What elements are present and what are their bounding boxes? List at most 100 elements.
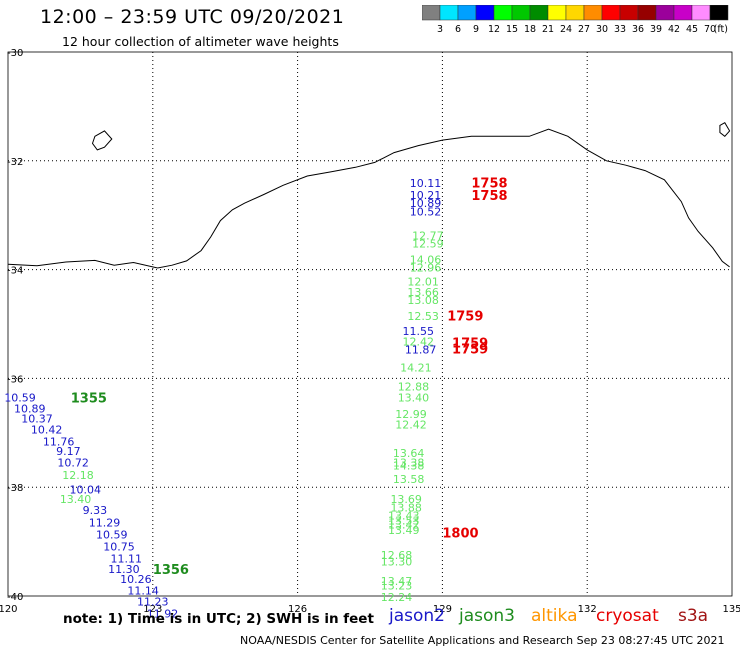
coastline — [7, 122, 731, 269]
wave-height-observation: 13.42 — [388, 519, 420, 532]
wave-height-observation: 10.72 — [57, 457, 89, 470]
wave-height-observation: 11.87 — [405, 344, 437, 357]
wave-height-observation: 14.38 — [393, 459, 425, 472]
lat-lon-grid — [7, 51, 733, 597]
observation-labels: 10.1110.2110.8910.5212.7712.5914.0612.96… — [4, 177, 443, 620]
wave-height-observation: 11.55 — [403, 325, 435, 338]
legend-bin-label: 18 — [524, 24, 536, 35]
latitude-tick-label: -32 — [7, 157, 23, 168]
map-frame — [7, 51, 733, 597]
legend-bin-label: 45 — [686, 24, 698, 35]
wave-height-observation: 11.14 — [127, 585, 159, 598]
wave-height-legend: 3 6 9 12 15 18 21 24 27 30 33 36 39 42 45 70(ft) — [422, 5, 729, 35]
wave-height-observation: 13.88 — [390, 501, 422, 514]
legend-bin-label: 9 — [473, 24, 479, 35]
legend-bin-label: 3 — [437, 24, 443, 35]
wave-height-observation: 12.59 — [412, 237, 444, 250]
wave-height-observation: 14.21 — [400, 362, 432, 375]
observation-time-label: 1759 — [447, 309, 483, 324]
observation-time-label: 1759 — [452, 336, 488, 351]
wave-height-observation: 13.08 — [407, 294, 439, 307]
wave-height-observation: 12.88 — [398, 381, 430, 394]
wave-height-observation: 13.64 — [393, 447, 425, 460]
wave-height-observation: 12.24 — [381, 591, 413, 604]
longitude-tick-label: 126 — [288, 604, 307, 615]
credit-line: NOAA/NESDIS Center for Satellite Applica… — [240, 634, 725, 647]
wave-height-observation: 12.77 — [412, 229, 444, 242]
wave-height-observation: 12.68 — [381, 549, 413, 562]
legend-bin-label: 70 — [704, 24, 716, 35]
wave-height-observation: 13.58 — [393, 473, 425, 486]
satellite-name-s3a: s3a — [678, 606, 709, 626]
wave-height-observation: 10.11 — [410, 177, 442, 190]
legend-bin-label: 21 — [542, 24, 554, 35]
latitude-tick-label: -36 — [7, 374, 23, 385]
wave-height-observation: 13.40 — [60, 493, 92, 506]
wave-height-observation: 13.38 — [393, 457, 425, 470]
latitude-tick-label: -38 — [7, 483, 23, 494]
legend-swatch — [709, 5, 729, 21]
wave-height-observation: 10.89 — [14, 402, 46, 415]
wave-height-observation: 9.33 — [83, 504, 108, 517]
wave-height-observation: 10.37 — [21, 413, 53, 426]
latitude-tick-label: -34 — [7, 266, 23, 277]
satellite-name-jason3: jason3 — [459, 606, 515, 626]
latitude-tick-label: -30 — [7, 48, 23, 59]
wave-height-observation: 10.21 — [410, 189, 442, 202]
legend-bin-label: 39 — [650, 24, 662, 35]
wave-height-observation: 13.66 — [407, 286, 439, 299]
wave-height-observation: 11.11 — [111, 552, 143, 565]
observation-time-label: 1759 — [452, 342, 488, 357]
wave-height-observation: 13.69 — [390, 493, 422, 506]
observation-time-label: 1758 — [471, 177, 507, 192]
legend-bin-label: 36 — [632, 24, 644, 35]
wave-height-observation: 10.59 — [4, 391, 36, 404]
wave-height-observation: 10.26 — [120, 573, 152, 586]
legend-bin-label: 6 — [455, 24, 461, 35]
wave-height-observation: 9.17 — [56, 445, 81, 458]
longitude-tick-label: 129 — [433, 604, 452, 615]
wave-height-observation: 12.99 — [395, 408, 427, 421]
wave-height-observation: 10.42 — [31, 424, 63, 437]
legend-bin-label: 33 — [614, 24, 626, 35]
longitude-tick-label: 120 — [0, 604, 18, 615]
longitude-tick-label: 123 — [143, 604, 162, 615]
wave-height-observation: 14.06 — [410, 253, 442, 266]
wave-height-observation: 13.40 — [398, 391, 430, 404]
wave-height-observation: 13.47 — [381, 575, 413, 588]
wave-height-observation: 10.89 — [410, 197, 442, 210]
legend-bin-label: 27 — [578, 24, 590, 35]
wave-height-observation: 10.52 — [410, 205, 442, 218]
wave-height-observation: 12.01 — [407, 276, 439, 289]
map-title: 12:00 – 23:59 UTC 09/20/2021 — [40, 6, 345, 28]
legend-bin-label: 15 — [506, 24, 518, 35]
wave-height-observation: 10.04 — [69, 483, 101, 496]
legend-unit-label: (ft) — [714, 24, 728, 35]
wave-height-observation: 12.42 — [403, 335, 435, 348]
observation-time-label: 1355 — [71, 391, 107, 406]
wave-height-observation: 10.59 — [96, 529, 128, 542]
wave-height-observation: 13.49 — [388, 524, 420, 537]
legend-bin-label: 42 — [668, 24, 680, 35]
longitude-tick-label: 135 — [722, 604, 740, 615]
legend-bin-label: 30 — [596, 24, 608, 35]
wave-height-observation: 13.43 — [388, 509, 420, 522]
legend-bin-label: 24 — [560, 24, 572, 35]
wave-height-observation: 12.53 — [407, 310, 439, 323]
wave-height-observation: 13.23 — [381, 580, 413, 593]
latitude-tick-label: -40 — [7, 592, 23, 603]
wave-height-observation: 13.53 — [388, 514, 420, 527]
longitude-tick-label: 132 — [578, 604, 597, 615]
wave-height-observation: 13.30 — [381, 556, 413, 569]
legend-bin-label: 12 — [488, 24, 500, 35]
map-subtitle: 12 hour collection of altimeter wave hei… — [62, 34, 339, 49]
observation-time-label: 1758 — [471, 189, 507, 204]
footer-note: note: 1) Time is in UTC; 2) SWH is in fe… — [63, 611, 374, 627]
island-outline — [91, 130, 113, 151]
wave-height-observation: 10.75 — [103, 540, 135, 553]
observation-time-label: 1356 — [153, 563, 189, 578]
wave-height-observation: 11.30 — [108, 563, 140, 576]
observation-time-label: 1800 — [442, 526, 478, 541]
